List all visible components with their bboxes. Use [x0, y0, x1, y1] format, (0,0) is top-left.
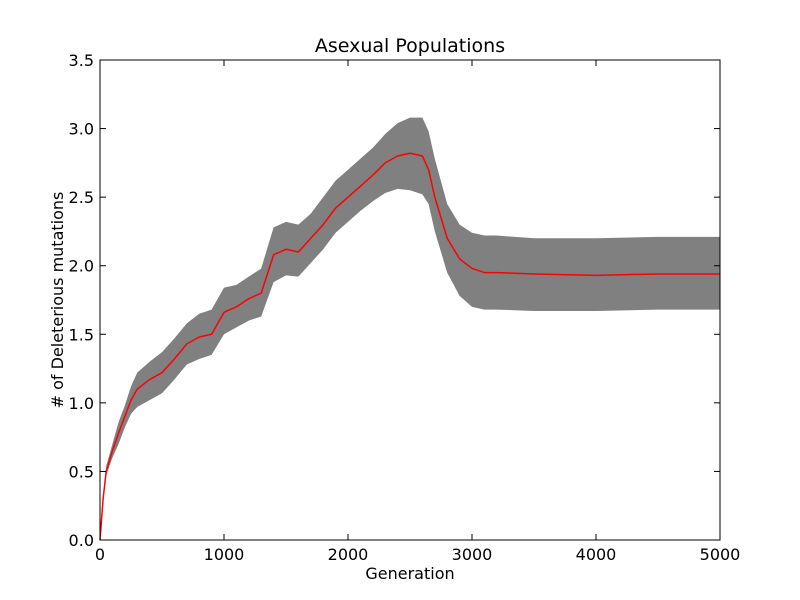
x-tick-label: 3000 [452, 545, 493, 564]
y-tick-label: 3.5 [69, 51, 94, 70]
y-tick-label: 0.5 [69, 462, 94, 481]
x-tick-label: 0 [95, 545, 105, 564]
y-axis: 0.0 0.5 1.0 1.5 2.0 2.5 3.0 3.5 [69, 51, 720, 550]
x-axis-title: Generation [365, 564, 454, 583]
y-tick-label: 3.0 [69, 120, 94, 139]
y-axis-title: # of Deleterious mutations [48, 192, 67, 409]
mean-line [99, 152, 720, 541]
plot-frame [99, 59, 721, 541]
y-tick-label: 2.5 [69, 188, 94, 207]
error-band [100, 117, 720, 540]
y-tick-label: 1.5 [69, 325, 94, 344]
y-tick-label: 1.0 [69, 394, 94, 413]
plot-area [99, 117, 720, 541]
x-axis: 0 1000 2000 3000 4000 5000 [95, 60, 740, 564]
chart-title: Asexual Populations [315, 35, 505, 57]
x-tick-label: 2000 [328, 545, 369, 564]
x-tick-label: 5000 [700, 545, 741, 564]
y-tick-label: 0.0 [69, 531, 94, 550]
x-tick-label: 4000 [576, 545, 617, 564]
y-tick-label: 2.0 [69, 257, 94, 276]
x-tick-label: 1000 [204, 545, 245, 564]
